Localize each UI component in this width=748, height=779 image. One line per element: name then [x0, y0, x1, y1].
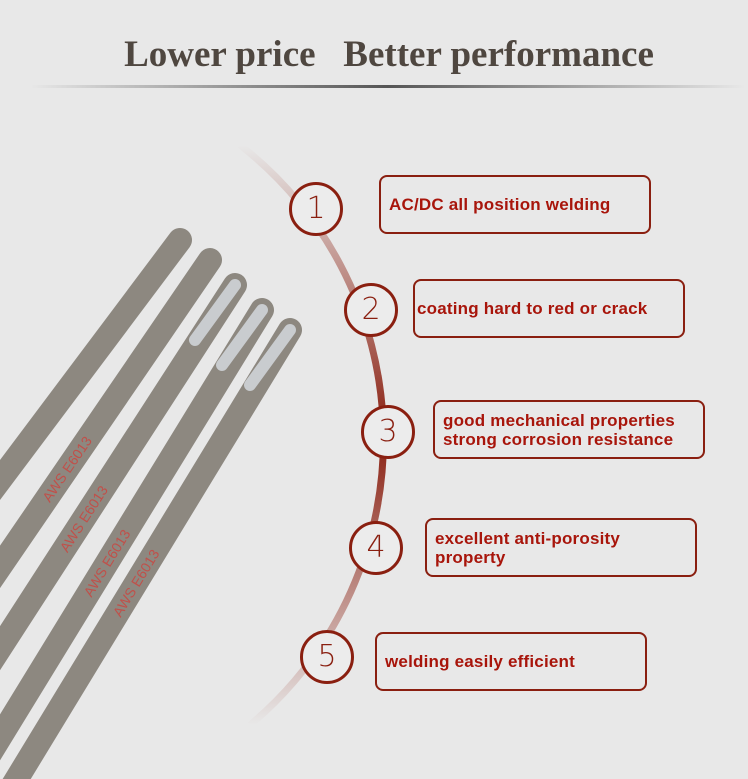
feature-text: property — [435, 547, 506, 567]
welding-rod — [2, 318, 302, 779]
feature-box: good mechanical properties strong corrosi… — [433, 400, 705, 459]
welding-rod — [0, 228, 192, 501]
feature-text: welding easily efficient — [385, 652, 575, 671]
rod-metal-tip — [216, 304, 268, 371]
feature-box: excellent anti-porosity property — [425, 518, 697, 577]
welding-rod — [0, 273, 247, 671]
feature-text: excellent anti-porosity — [435, 528, 621, 548]
feature-box: welding easily efficient — [375, 632, 647, 691]
welding-rod — [0, 298, 274, 761]
rod-metal-tip — [189, 279, 241, 346]
feature-text: strong corrosion resistance — [443, 429, 674, 449]
page-title: Lower price Better performance — [124, 34, 654, 75]
feature-number-badge: 5 — [300, 630, 354, 684]
feature-text: coating hard to red or crack — [417, 299, 648, 318]
feature-text: AC/DC all position welding — [389, 195, 611, 214]
welding-rod — [0, 248, 222, 589]
feature-number-badge: 3 — [361, 405, 415, 459]
feature-number-badge: 4 — [349, 521, 403, 575]
feature-box: AC/DC all position welding — [379, 175, 651, 234]
feature-number-badge: 2 — [344, 283, 398, 337]
rod-metal-tip — [244, 324, 296, 391]
feature-box: coating hard to red or crack — [413, 279, 685, 338]
feature-text: good mechanical properties — [443, 410, 675, 430]
feature-number-badge: 1 — [289, 182, 343, 236]
title-divider — [30, 85, 745, 88]
